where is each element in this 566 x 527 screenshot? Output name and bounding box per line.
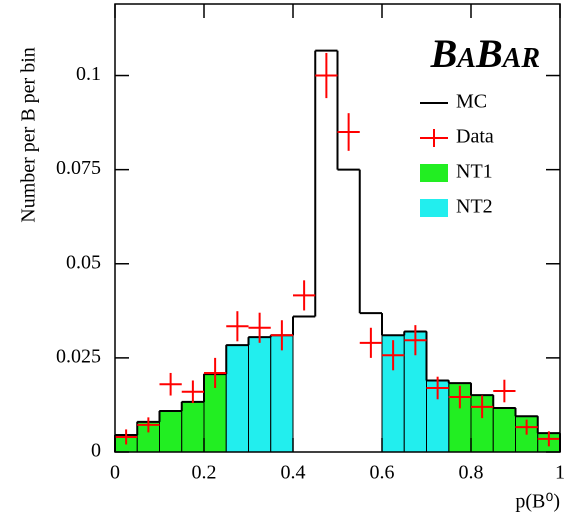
fill-bin xyxy=(248,336,272,453)
fill-bin xyxy=(225,344,249,453)
x-tick-label: 1 xyxy=(555,462,565,484)
y-axis-label: Number per B per bin xyxy=(18,47,40,223)
legend-swatch xyxy=(420,199,448,217)
legend-label: Data xyxy=(456,126,494,148)
fill-bin xyxy=(492,407,516,453)
y-tick-label: 0.025 xyxy=(56,345,101,367)
fill-bin xyxy=(159,410,183,453)
x-tick-label: 0.6 xyxy=(370,462,395,484)
legend-label: NT1 xyxy=(456,161,493,183)
logo: BaBar xyxy=(430,31,540,76)
x-axis-label: p(B⁰) xyxy=(515,491,560,513)
y-tick-label: 0 xyxy=(91,440,101,462)
x-tick-label: 0.8 xyxy=(459,462,484,484)
fill-bin xyxy=(181,401,205,453)
y-tick-label: 0.075 xyxy=(56,157,101,179)
y-tick-label: 0.05 xyxy=(66,251,101,273)
y-tick-label: 0.1 xyxy=(76,63,101,85)
legend-swatch xyxy=(420,164,448,182)
legend-label: MC xyxy=(456,91,487,113)
plot-frame xyxy=(114,3,561,453)
x-tick-label: 0.4 xyxy=(281,462,306,484)
x-tick-label: 0 xyxy=(110,462,120,484)
fill-bin xyxy=(270,334,294,453)
x-tick-label: 0.2 xyxy=(192,462,217,484)
legend-label: NT2 xyxy=(456,196,493,218)
